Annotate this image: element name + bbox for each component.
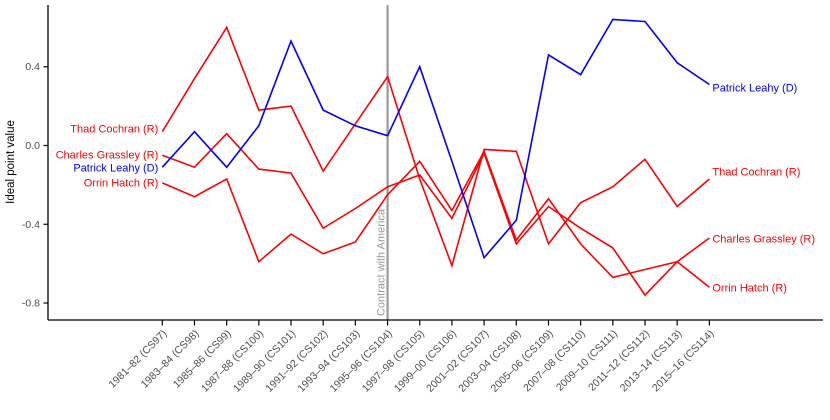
y-axis-title: Ideal point value (5, 120, 17, 204)
x-tick-label: 2015–16 (CS114) (650, 328, 717, 395)
series-labels: Thad Cochran (R) Thad Cochran (R) Charles … (56, 82, 815, 294)
series-label-left-patrick-leahy-d: Patrick Leahy (D) (73, 162, 158, 174)
x-tick-label: 1981–82 (CS97) (106, 328, 169, 391)
series-line-patrick-leahy-d (161, 18, 710, 260)
annotation-label: Contract with America (376, 208, 388, 316)
x-tick-label: 1983–84 (CS98) (139, 328, 202, 391)
series-label-left-orrin-hatch-r: Orrin Hatch (R) (84, 178, 159, 190)
axes: 0.4 0.0 -0.4 -0.8 1981–82 (CS97)1983–84 (CS9… (22, 5, 823, 395)
y-tick-label: -0.4 (22, 219, 40, 231)
series-label-right-thad-cochran-r: Thad Cochran (R) (712, 166, 800, 178)
annotation-contract-with-america: Contract with America (376, 5, 389, 320)
series-label-left-thad-cochran-r: Thad Cochran (R) (70, 124, 158, 136)
x-tick-label: 1985–86 (CS99) (171, 328, 234, 391)
series-line-charles-grassley-r (162, 132, 710, 297)
series-lines (161, 18, 710, 297)
series-label-left-charles-grassley-r: Charles Grassley (R) (56, 150, 159, 162)
series-label-right-charles-grassley-r: Charles Grassley (R) (712, 234, 815, 246)
y-tick-label: 0.0 (25, 140, 40, 152)
y-tick-label: 0.4 (25, 61, 40, 73)
y-tick-label: -0.8 (22, 298, 40, 310)
series-label-right-orrin-hatch-r: Orrin Hatch (R) (712, 282, 787, 294)
series-label-right-patrick-leahy-d: Patrick Leahy (D) (712, 82, 797, 94)
series-line-thad-cochran-r (161, 25, 710, 269)
series-line-orrin-hatch-r (161, 149, 710, 288)
